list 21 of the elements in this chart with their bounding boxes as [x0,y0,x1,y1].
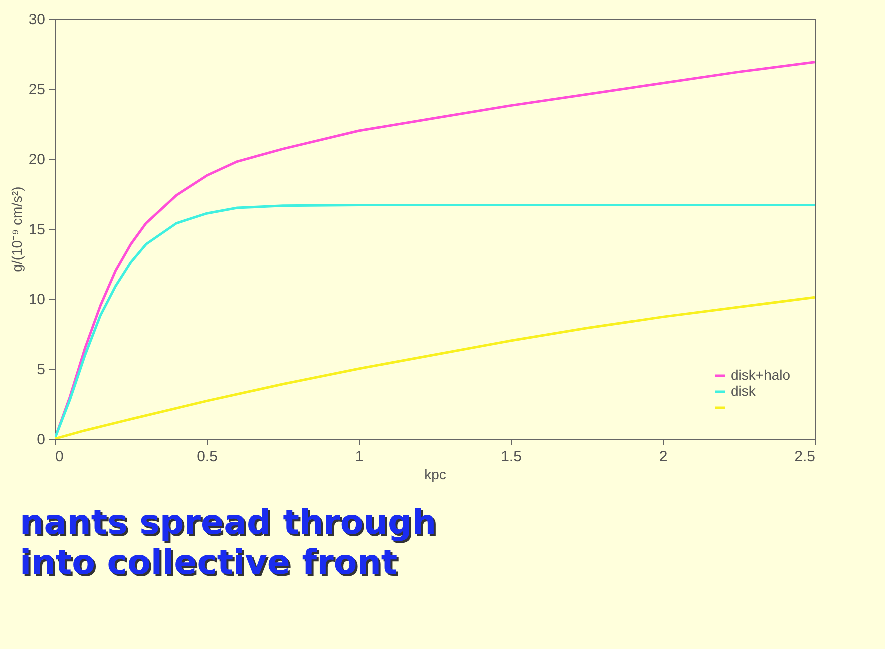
legend-label: disk [731,383,757,399]
line-series [55,204,815,439]
line-series [55,296,815,439]
text: into collective front [20,543,399,583]
x-tick-label: 1.5 [501,448,522,466]
x-axis-title: kpc [424,466,446,482]
y-tick-label: 5 [37,362,46,378]
x-tick-label: 1 [355,448,364,466]
x-tick-label: 2.5 [794,448,816,466]
y-axis-title: g/(10⁻⁹ cm/s²) [8,186,25,272]
x-tick-label: 2 [659,448,668,466]
y-tick-label: 30 [28,12,46,28]
y-tick-label: 10 [28,292,46,308]
y-tick-label: 15 [28,222,46,238]
x-tick-label: 0 [56,448,64,466]
y-tick-label: 25 [28,82,46,98]
text: nants spread through [20,503,438,543]
y-tick-label: 0 [37,432,46,448]
legend-label: disk+halo [731,367,791,383]
x-tick-label: 0.5 [197,448,218,466]
y-tick-label: 20 [28,152,46,168]
